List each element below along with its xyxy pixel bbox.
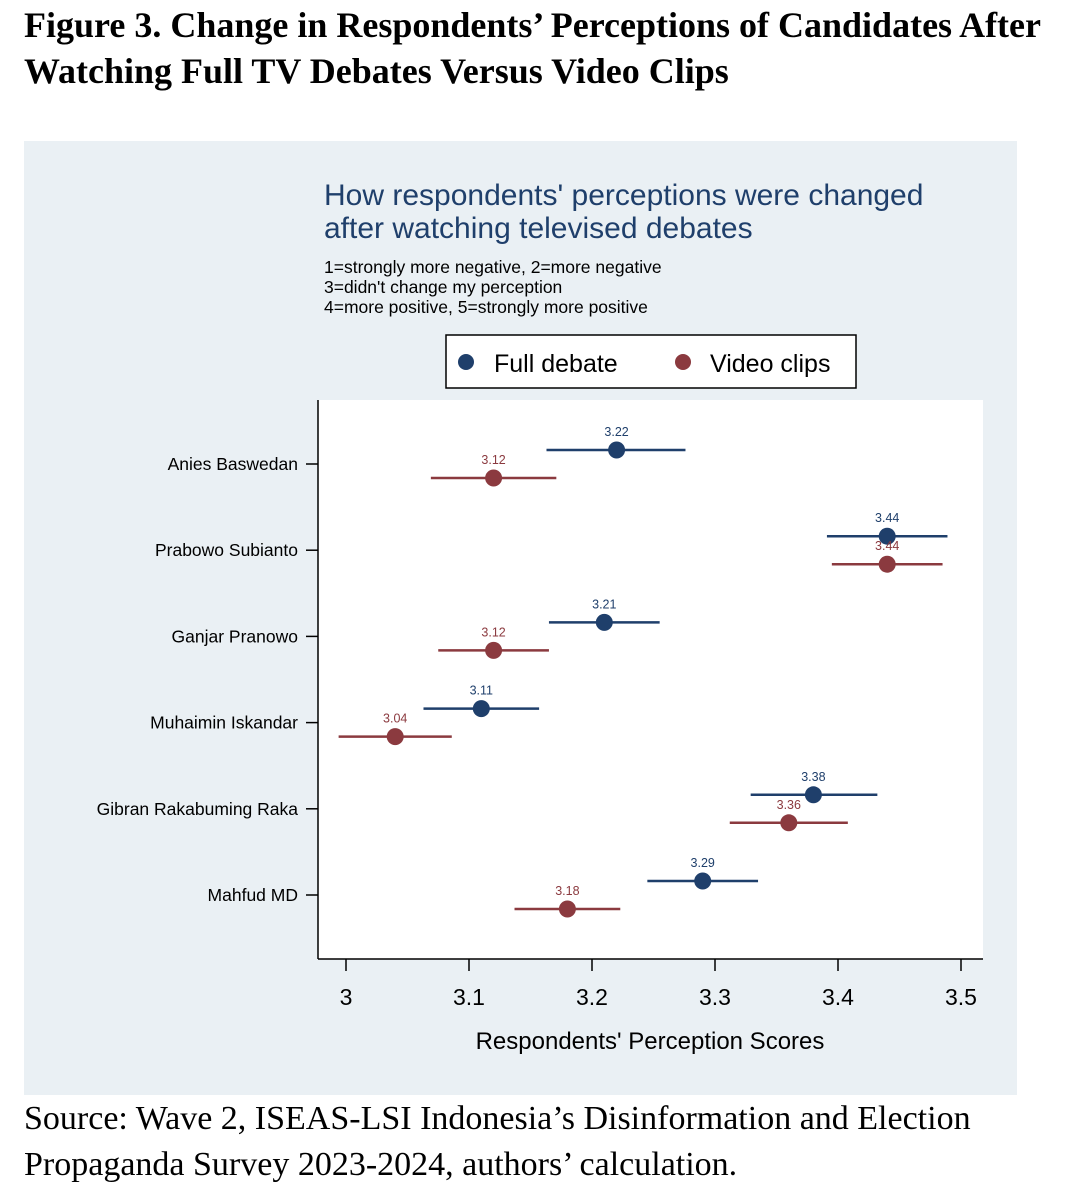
subtitle-line: 3=didn't change my perception	[324, 277, 562, 297]
data-label: 3.04	[383, 712, 407, 726]
data-point	[780, 814, 798, 832]
legend-label-full-debate: Full debate	[494, 350, 618, 378]
subtitle-line: 4=more positive, 5=strongly more positiv…	[324, 297, 648, 317]
data-point	[595, 613, 613, 631]
data-point	[804, 786, 822, 804]
chart-title-line-2: after watching televised debates	[324, 212, 753, 245]
data-label: 3.12	[481, 625, 505, 639]
data-point	[878, 527, 896, 545]
y-axis: Anies Baswedan Prabowo Subianto Ganjar Pra…	[97, 454, 318, 905]
data-label: 3.36	[777, 798, 801, 812]
legend-label-video-clips: Video clips	[710, 350, 830, 378]
x-tick-label: 3.1	[453, 984, 485, 1010]
chart-marks: 3.22 3.44 3.21 3.11 3.38 3.29 3.12 3.44 3.12 3.04…	[338, 425, 948, 918]
source-note: Source: Wave 2, ISEAS-LSI Indonesia’s Di…	[24, 1100, 971, 1183]
x-tick-label: 3.3	[699, 984, 731, 1010]
data-label: 3.12	[481, 453, 505, 467]
perception-chart: How respondents' perceptions were change…	[97, 179, 983, 1055]
data-label: 3.22	[604, 425, 628, 439]
data-point	[485, 469, 503, 487]
x-tick-label: 3.4	[822, 984, 854, 1010]
y-tick-label: Muhaimin Iskandar	[150, 713, 298, 733]
y-tick-label: Anies Baswedan	[168, 454, 298, 474]
data-label: 3.38	[801, 770, 825, 784]
y-tick-label: Mahfud MD	[208, 885, 298, 905]
data-label: 3.11	[470, 684, 493, 698]
x-tick-label: 3.2	[576, 984, 608, 1010]
chart-panel: How respondents' perceptions were change…	[24, 141, 1017, 1095]
data-label: 3.21	[592, 597, 616, 611]
plot-area	[318, 400, 983, 959]
y-tick-label: Gibran Rakabuming Raka	[97, 799, 299, 819]
legend: Full debate Video clips	[445, 334, 857, 389]
data-label: 3.44	[875, 539, 899, 553]
subtitle-line: 1=strongly more negative, 2=more negativ…	[324, 257, 662, 277]
chart-title-line-1: How respondents' perceptions were change…	[324, 179, 923, 212]
y-tick-label: Prabowo Subianto	[155, 540, 298, 560]
data-label: 3.18	[555, 884, 579, 898]
x-axis-label: Respondents' Perception Scores	[476, 1028, 825, 1055]
data-point	[558, 900, 576, 918]
data-point	[608, 441, 626, 459]
data-point	[485, 641, 503, 659]
legend-box	[445, 334, 857, 389]
y-tick-label: Ganjar Pranowo	[172, 626, 298, 646]
data-label: 3.44	[875, 511, 899, 525]
x-tick-label: 3.5	[945, 984, 977, 1010]
legend-marker-full-debate	[458, 354, 474, 370]
data-point	[386, 728, 404, 746]
legend-marker-video-clips	[675, 354, 691, 370]
figure-title: Figure 3. Change in Respondents’ Percept…	[24, 5, 1041, 91]
data-label: 3.29	[691, 856, 715, 870]
data-point	[878, 555, 896, 573]
x-axis: 3 3.1 3.2 3.3 3.4 3.5	[340, 959, 977, 1010]
data-point	[694, 872, 712, 890]
x-tick-label: 3	[340, 984, 353, 1010]
data-point	[472, 700, 490, 718]
chart-subtitle: 1=strongly more negative, 2=more negativ…	[324, 257, 662, 317]
